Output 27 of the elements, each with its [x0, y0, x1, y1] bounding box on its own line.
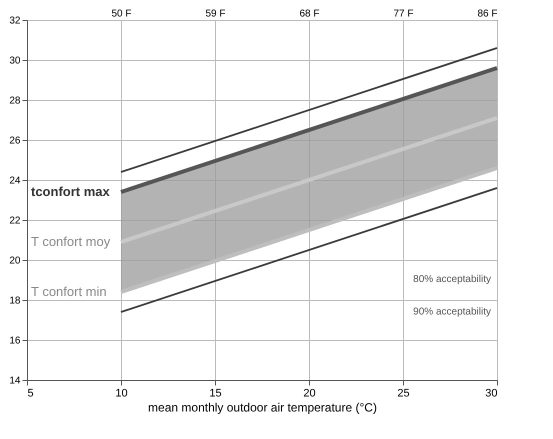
x-tick-label: 20: [303, 388, 316, 400]
x-axis-title: mean monthly outdoor air temperature (°C): [148, 400, 377, 414]
y-tick-label: 16: [9, 336, 21, 346]
series-label: tconfort max: [31, 184, 110, 199]
x2-tick-label: 68 F: [299, 8, 320, 20]
x-tick-label: 15: [209, 388, 222, 400]
x-tick-label: 25: [397, 388, 410, 400]
x2-tick-label: 50 F: [111, 8, 132, 20]
y-tick-label: 32: [9, 16, 21, 26]
annotation: 90% acceptability: [413, 306, 491, 318]
x-tick-label: 5: [28, 388, 34, 400]
x2-tick-label: 77 F: [393, 8, 414, 20]
y-tick-label: 22: [9, 216, 21, 226]
annotation: 80% acceptability: [413, 274, 491, 286]
y-tick-label: 24: [9, 176, 21, 186]
y-tick-label: 14: [9, 376, 21, 386]
y-tick-label: 20: [9, 256, 21, 266]
y-tick-label: 30: [9, 56, 21, 66]
y-tick-label: 28: [9, 96, 21, 106]
x2-tick-label: 86 F: [477, 8, 498, 20]
y-tick-label: 26: [9, 136, 21, 146]
x2-tick-label: 59 F: [205, 8, 226, 20]
x-tick-label: 10: [115, 388, 128, 400]
y-tick-label: 18: [9, 296, 21, 306]
series-label: T confort min: [31, 284, 107, 299]
series-label: T confort moy: [31, 234, 111, 249]
x-tick-label: 30: [485, 388, 498, 400]
